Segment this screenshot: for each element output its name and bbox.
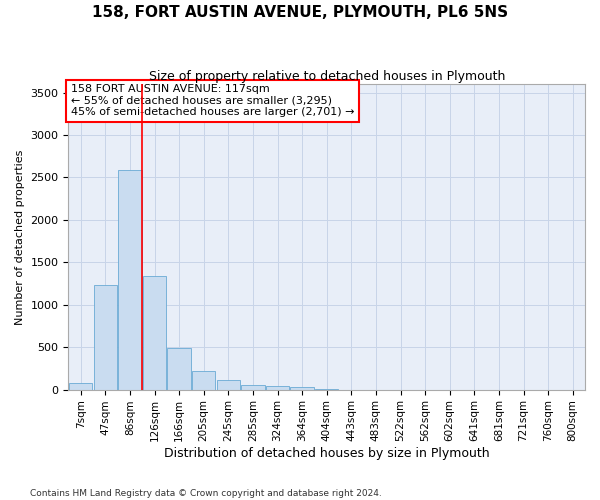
Title: Size of property relative to detached houses in Plymouth: Size of property relative to detached ho…: [149, 70, 505, 83]
Bar: [167, 348, 191, 390]
Bar: [143, 276, 166, 390]
Bar: [69, 383, 92, 390]
Bar: [118, 170, 142, 390]
Text: 158, FORT AUSTIN AVENUE, PLYMOUTH, PL6 5NS: 158, FORT AUSTIN AVENUE, PLYMOUTH, PL6 5…: [92, 5, 508, 20]
Bar: [241, 385, 265, 390]
Text: Contains HM Land Registry data © Crown copyright and database right 2024.: Contains HM Land Registry data © Crown c…: [30, 488, 382, 498]
Text: 158 FORT AUSTIN AVENUE: 117sqm
← 55% of detached houses are smaller (3,295)
45% : 158 FORT AUSTIN AVENUE: 117sqm ← 55% of …: [71, 84, 355, 117]
Bar: [192, 371, 215, 390]
Bar: [217, 380, 240, 390]
Y-axis label: Number of detached properties: Number of detached properties: [15, 149, 25, 324]
Bar: [94, 285, 117, 390]
Bar: [266, 386, 289, 390]
X-axis label: Distribution of detached houses by size in Plymouth: Distribution of detached houses by size …: [164, 447, 490, 460]
Bar: [290, 387, 314, 390]
